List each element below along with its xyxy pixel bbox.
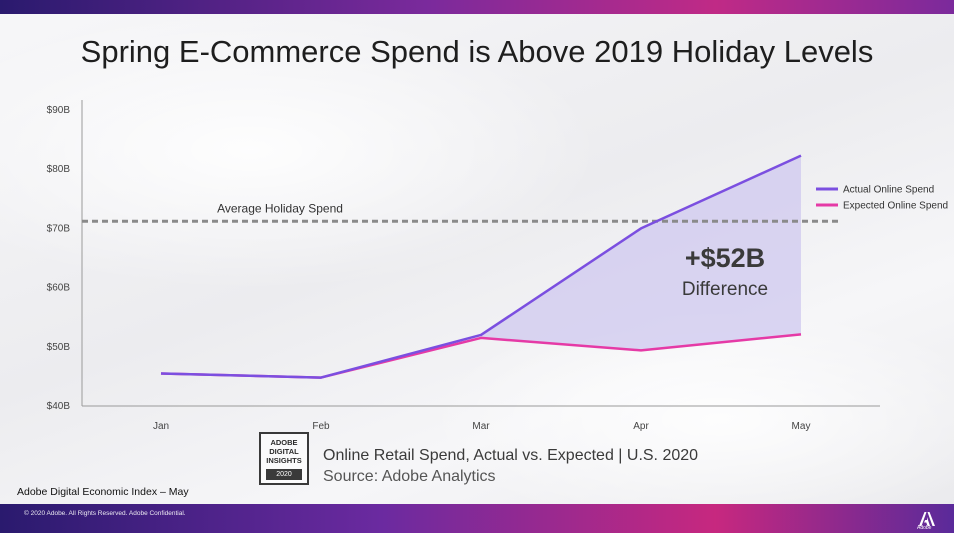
chart-source: Source: Adobe Analytics (323, 468, 496, 485)
x-tick-label: Mar (472, 421, 490, 432)
slide-title: Spring E-Commerce Spend is Above 2019 Ho… (80, 34, 874, 69)
x-tick-label: May (792, 421, 811, 432)
x-tick-label: Apr (633, 421, 649, 432)
legend-label: Expected Online Spend (843, 201, 948, 212)
adobe-digital-insights-badge: ADOBE DIGITAL INSIGHTS 2020 (259, 432, 309, 485)
difference-value: +$52B (685, 243, 765, 273)
adobe-logo-wordmark: Adobe (917, 525, 932, 531)
difference-label: Difference (682, 279, 768, 300)
copyright-text: © 2020 Adobe. All Rights Reserved. Adobe… (24, 510, 186, 517)
x-tick-label: Feb (312, 421, 330, 432)
chart-caption: Online Retail Spend, Actual vs. Expected… (323, 447, 699, 464)
y-tick-label: $70B (47, 223, 71, 234)
legend-label: Actual Online Spend (843, 185, 934, 196)
actual-spend-line (160, 154, 802, 379)
average-holiday-spend-label: Average Holiday Spend (217, 201, 343, 215)
y-tick-label: $40B (47, 401, 71, 412)
x-tick-label: Jan (153, 421, 169, 432)
y-tick-label: $90B (47, 105, 71, 116)
badge-year: 2020 (266, 469, 302, 480)
y-tick-label: $50B (47, 342, 71, 353)
badge-line-insights: INSIGHTS (266, 456, 302, 465)
badge-line-adobe: ADOBE (270, 438, 298, 447)
y-tick-label: $60B (47, 283, 71, 294)
badge-line-digital: DIGITAL (269, 447, 299, 456)
footer-index-label: Adobe Digital Economic Index – May (17, 486, 189, 498)
adobe-logo-icon (919, 512, 935, 526)
bottom-color-band (0, 504, 954, 533)
top-color-band (0, 0, 954, 14)
difference-area (481, 155, 801, 351)
y-tick-label: $80B (47, 164, 71, 175)
